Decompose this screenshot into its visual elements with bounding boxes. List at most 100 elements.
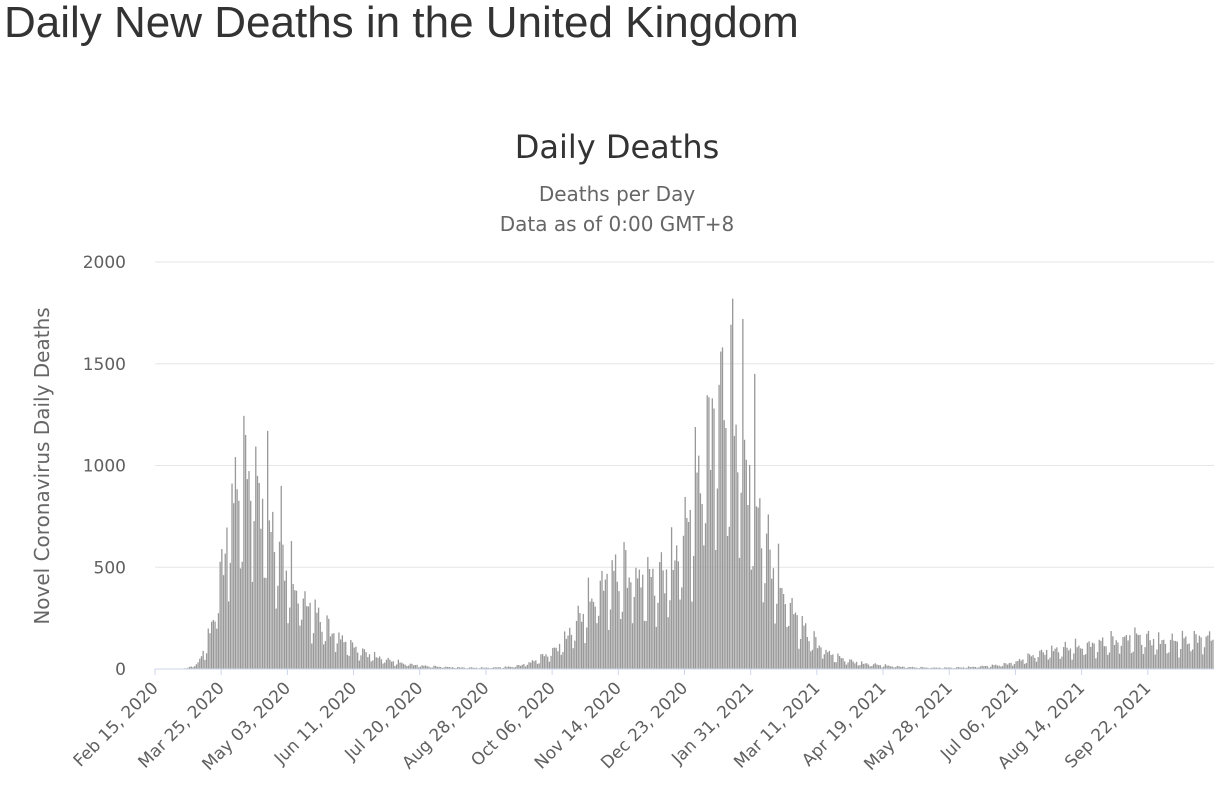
bar[interactable] <box>803 625 805 669</box>
bar[interactable] <box>869 666 871 669</box>
bar[interactable] <box>594 606 596 669</box>
bar[interactable] <box>283 580 286 669</box>
bar[interactable] <box>793 614 795 669</box>
bar[interactable] <box>290 541 293 669</box>
bar[interactable] <box>1168 652 1170 669</box>
bar[interactable] <box>735 424 737 669</box>
bar[interactable] <box>659 562 661 669</box>
bar[interactable] <box>238 500 240 669</box>
bar[interactable] <box>329 636 332 669</box>
bar[interactable] <box>645 620 647 669</box>
bar[interactable] <box>482 667 484 669</box>
bar[interactable] <box>261 498 264 669</box>
bar[interactable] <box>399 662 401 669</box>
bar[interactable] <box>1202 654 1204 669</box>
bar[interactable] <box>294 590 296 669</box>
bar[interactable] <box>312 633 315 669</box>
bar[interactable] <box>1098 639 1100 669</box>
bar[interactable] <box>726 535 729 669</box>
bar[interactable] <box>813 631 815 669</box>
bar[interactable] <box>411 663 413 669</box>
bar[interactable] <box>811 649 814 669</box>
bar[interactable] <box>188 666 191 669</box>
bar[interactable] <box>307 606 310 669</box>
bar[interactable] <box>540 654 542 669</box>
bar[interactable] <box>345 641 347 669</box>
bar[interactable] <box>339 639 342 669</box>
bar[interactable] <box>728 526 730 669</box>
bar[interactable] <box>961 667 963 669</box>
bar[interactable] <box>759 498 761 669</box>
bar[interactable] <box>840 658 842 669</box>
bar[interactable] <box>250 500 252 669</box>
bar[interactable] <box>894 667 897 669</box>
bar[interactable] <box>686 517 688 669</box>
bar[interactable] <box>289 607 291 669</box>
bar[interactable] <box>738 557 741 669</box>
bar[interactable] <box>372 660 374 669</box>
bar[interactable] <box>1061 656 1063 669</box>
bar[interactable] <box>1203 647 1206 669</box>
bar[interactable] <box>1108 652 1111 669</box>
bar[interactable] <box>222 575 225 669</box>
bar[interactable] <box>516 665 518 669</box>
bar[interactable] <box>194 666 196 669</box>
bar[interactable] <box>767 514 769 669</box>
bar[interactable] <box>338 632 340 669</box>
bar[interactable] <box>854 663 856 669</box>
bar[interactable] <box>243 415 245 669</box>
bar[interactable] <box>246 479 248 669</box>
bar[interactable] <box>348 655 350 669</box>
bar[interactable] <box>448 666 450 669</box>
bar[interactable] <box>333 633 335 669</box>
bar[interactable] <box>1044 654 1046 669</box>
bar[interactable] <box>874 663 876 669</box>
bar[interactable] <box>704 523 707 669</box>
bar[interactable] <box>1096 652 1099 669</box>
bar[interactable] <box>618 591 620 669</box>
bar[interactable] <box>998 665 1000 669</box>
bar[interactable] <box>636 578 639 669</box>
bar[interactable] <box>435 665 437 669</box>
bar[interactable] <box>1146 633 1148 669</box>
bar[interactable] <box>864 663 866 669</box>
bar[interactable] <box>966 667 968 669</box>
bar[interactable] <box>586 627 588 669</box>
bar[interactable] <box>299 625 301 669</box>
bar[interactable] <box>828 650 831 669</box>
bar[interactable] <box>1135 633 1138 669</box>
bar[interactable] <box>608 629 610 669</box>
bar[interactable] <box>1174 641 1177 669</box>
bar[interactable] <box>272 511 274 669</box>
bar[interactable] <box>1207 635 1209 669</box>
bar[interactable] <box>1141 644 1143 669</box>
bar[interactable] <box>889 666 892 669</box>
bar[interactable] <box>1129 635 1131 669</box>
bar[interactable] <box>368 654 371 669</box>
bar[interactable] <box>295 590 298 669</box>
bar[interactable] <box>1110 631 1112 669</box>
bar[interactable] <box>877 665 880 669</box>
bar[interactable] <box>740 492 742 669</box>
bar[interactable] <box>635 567 637 669</box>
bar[interactable] <box>1190 651 1192 669</box>
bar[interactable] <box>816 648 819 669</box>
bar[interactable] <box>1015 661 1017 669</box>
bar[interactable] <box>1101 637 1104 669</box>
bar[interactable] <box>389 659 391 669</box>
bar[interactable] <box>653 595 656 669</box>
bar[interactable] <box>1105 646 1107 669</box>
bar[interactable] <box>1071 659 1073 669</box>
bar[interactable] <box>219 561 221 669</box>
bar[interactable] <box>1025 663 1027 669</box>
bar[interactable] <box>282 544 284 669</box>
bar[interactable] <box>1056 647 1058 669</box>
bar[interactable] <box>995 664 997 669</box>
bar[interactable] <box>402 663 405 669</box>
bar[interactable] <box>1130 653 1133 669</box>
bar[interactable] <box>706 395 708 669</box>
bar[interactable] <box>1006 664 1009 669</box>
bar[interactable] <box>857 665 859 669</box>
bar[interactable] <box>1134 627 1136 669</box>
bar[interactable] <box>468 667 471 669</box>
